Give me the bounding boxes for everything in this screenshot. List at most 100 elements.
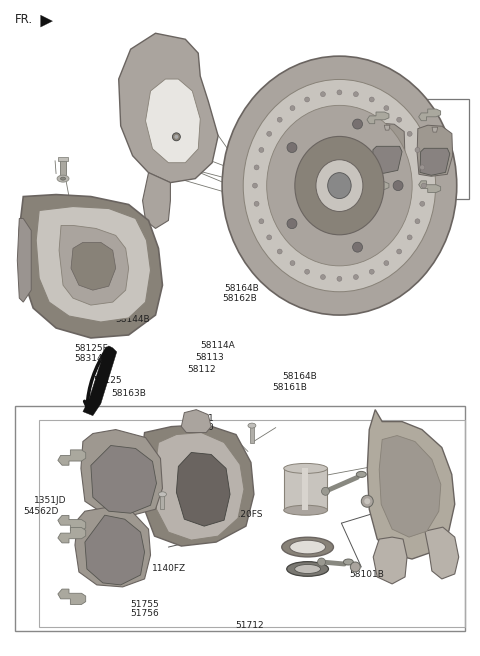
Ellipse shape (290, 541, 325, 554)
Circle shape (254, 201, 259, 206)
Polygon shape (58, 589, 86, 604)
Circle shape (252, 183, 257, 188)
Bar (15, 405, 465, 630)
Bar (160, 495, 165, 509)
Circle shape (267, 235, 272, 240)
Ellipse shape (60, 177, 65, 180)
Text: 54562D: 54562D (23, 507, 58, 516)
Polygon shape (145, 79, 200, 163)
Circle shape (322, 487, 329, 495)
Ellipse shape (316, 159, 363, 211)
Ellipse shape (287, 562, 328, 576)
Circle shape (287, 218, 297, 229)
Text: 58162B: 58162B (222, 294, 257, 303)
Circle shape (321, 274, 325, 279)
Text: 58144B: 58144B (115, 315, 150, 324)
Polygon shape (58, 527, 86, 543)
Circle shape (277, 117, 282, 122)
Text: 51712: 51712 (235, 621, 264, 630)
Circle shape (305, 269, 310, 274)
Polygon shape (370, 123, 405, 174)
Circle shape (337, 276, 342, 281)
Text: 58125F: 58125F (74, 344, 108, 353)
Ellipse shape (57, 175, 69, 182)
Text: 58180: 58180 (185, 423, 214, 432)
Circle shape (384, 260, 389, 266)
Circle shape (407, 235, 412, 240)
Ellipse shape (284, 505, 327, 515)
Polygon shape (141, 424, 254, 546)
Polygon shape (81, 430, 162, 515)
Polygon shape (58, 516, 86, 531)
Ellipse shape (222, 56, 457, 315)
Circle shape (305, 97, 310, 102)
Ellipse shape (284, 463, 327, 474)
Polygon shape (155, 432, 244, 540)
Text: FR.: FR. (15, 13, 33, 26)
Text: 58164B: 58164B (225, 283, 260, 293)
Circle shape (353, 92, 359, 96)
Polygon shape (75, 507, 151, 587)
Text: 58161B: 58161B (273, 383, 307, 392)
Polygon shape (85, 515, 144, 585)
Circle shape (259, 219, 264, 224)
Polygon shape (372, 146, 402, 173)
Circle shape (353, 242, 362, 252)
Polygon shape (367, 178, 389, 190)
Text: 1351JD: 1351JD (34, 496, 66, 505)
Circle shape (337, 90, 342, 95)
Ellipse shape (243, 79, 436, 292)
Text: 58163B: 58163B (111, 389, 146, 398)
Ellipse shape (158, 492, 167, 497)
Circle shape (277, 249, 282, 254)
Polygon shape (419, 109, 441, 121)
Circle shape (290, 260, 295, 266)
Circle shape (353, 274, 359, 279)
Polygon shape (420, 148, 450, 175)
Circle shape (353, 119, 362, 129)
Ellipse shape (356, 472, 366, 478)
Circle shape (267, 131, 272, 136)
Ellipse shape (267, 106, 412, 266)
Polygon shape (284, 468, 327, 510)
Polygon shape (419, 181, 441, 192)
Circle shape (321, 92, 325, 96)
Text: 58181: 58181 (185, 414, 214, 423)
Ellipse shape (343, 559, 353, 565)
Circle shape (393, 180, 403, 191)
Circle shape (369, 269, 374, 274)
Ellipse shape (248, 423, 256, 428)
Circle shape (259, 148, 264, 152)
Text: 58114A: 58114A (200, 341, 235, 350)
Circle shape (172, 133, 180, 141)
Circle shape (290, 106, 295, 111)
Circle shape (420, 201, 425, 206)
Polygon shape (176, 453, 230, 526)
Polygon shape (119, 33, 218, 182)
Polygon shape (425, 527, 459, 579)
Bar (346, 99, 468, 199)
Bar (39, 420, 465, 626)
Polygon shape (181, 409, 211, 432)
Ellipse shape (295, 136, 384, 235)
Polygon shape (41, 15, 52, 27)
Circle shape (361, 495, 373, 507)
Polygon shape (384, 125, 390, 130)
Text: 1220FS: 1220FS (229, 510, 263, 519)
Circle shape (421, 183, 426, 188)
Text: 51756: 51756 (130, 609, 159, 618)
Circle shape (364, 499, 370, 504)
Text: 51755: 51755 (130, 600, 159, 609)
Circle shape (396, 249, 402, 254)
Ellipse shape (282, 537, 334, 557)
Ellipse shape (328, 173, 351, 199)
Circle shape (415, 148, 420, 152)
Polygon shape (58, 450, 86, 465)
Circle shape (407, 131, 412, 136)
Text: 1140FZ: 1140FZ (152, 564, 186, 573)
Polygon shape (143, 173, 170, 228)
Polygon shape (367, 409, 455, 559)
Text: 58125: 58125 (94, 377, 122, 385)
Text: 58110: 58110 (164, 462, 192, 472)
Bar (250, 426, 254, 443)
